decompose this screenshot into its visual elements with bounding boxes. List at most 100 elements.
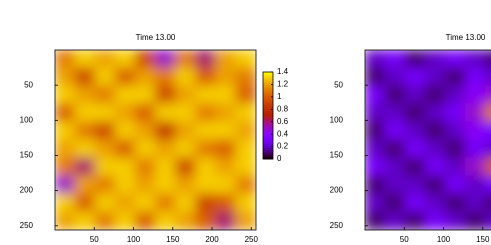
- heatmap-cell: [195, 67, 217, 87]
- plot-frame: [54, 49, 257, 231]
- heatmap-cell: [155, 157, 177, 177]
- heatmap-cell: [94, 193, 116, 213]
- heatmap-cell: [424, 67, 446, 87]
- colorbar-swatch: [263, 98, 273, 101]
- heatmap-cell: [175, 157, 197, 177]
- y-tick-label: 150: [330, 151, 344, 160]
- heatmap-cell: [424, 139, 446, 159]
- heatmap-cell: [55, 103, 76, 123]
- heatmap-cell: [94, 157, 116, 177]
- heatmap-cell: [134, 175, 156, 195]
- heatmap-cell: [444, 175, 466, 195]
- heatmap-cell: [215, 139, 237, 159]
- colorbar-swatch: [263, 122, 273, 125]
- heatmap-cell: [465, 50, 487, 69]
- heatmap-cell: [235, 175, 256, 195]
- colorbar-swatch: [263, 150, 273, 153]
- heatmap-cells: [55, 50, 256, 230]
- heatmap-cell: [235, 121, 256, 141]
- heatmap-cell: [424, 103, 446, 123]
- heatmap-cell: [444, 139, 466, 159]
- y-tick-label: 200: [20, 186, 34, 195]
- heatmap-cell: [195, 193, 217, 213]
- colorbar-swatch: [263, 95, 273, 99]
- heatmap-cell: [155, 50, 177, 69]
- heatmap-cell: [94, 85, 116, 105]
- heatmap-cell: [155, 193, 177, 213]
- heatmap-cell: [424, 175, 446, 195]
- colorbar-swatch: [263, 145, 273, 149]
- heatmap-cell: [74, 67, 96, 87]
- heatmap: [365, 50, 491, 230]
- heatmap-cell: [215, 193, 237, 213]
- heatmap-cell: [94, 67, 116, 87]
- heatmap-cell: [134, 103, 156, 123]
- colorbar-swatch: [263, 141, 273, 145]
- heatmap-cell: [384, 139, 406, 159]
- heatmap-cell: [384, 103, 406, 123]
- colorbar-swatch: [263, 148, 273, 151]
- colorbar-swatch: [263, 108, 273, 112]
- colorbar-swatch: [263, 104, 273, 108]
- colorbar-swatch: [263, 111, 273, 114]
- heatmap-cell: [235, 67, 256, 87]
- heatmap-cell: [444, 50, 466, 69]
- plot-frame: [364, 49, 491, 231]
- heatmap-cell: [134, 121, 156, 141]
- heatmap-cell: [365, 50, 386, 69]
- heatmap-cell: [365, 103, 386, 123]
- colorbar-swatch: [263, 89, 273, 93]
- colorbar-swatch: [263, 113, 273, 116]
- heatmap-cell: [465, 121, 487, 141]
- colorbar-swatch: [263, 74, 273, 77]
- heatmap-cell: [134, 85, 156, 105]
- heatmap-cell: [195, 139, 217, 159]
- heatmap-cell: [404, 211, 426, 230]
- heatmap-cell: [114, 85, 136, 105]
- heatmap-cell: [55, 67, 76, 87]
- y-tick-label: 50: [334, 80, 343, 89]
- heatmap-cell: [424, 50, 446, 69]
- heatmap-cell: [114, 121, 136, 141]
- heatmap-cell: [465, 193, 487, 213]
- colorbar-swatch: [263, 130, 273, 134]
- colorbar-swatch: [263, 93, 273, 97]
- y-tick-label: 150: [20, 151, 34, 160]
- colorbar-tick-label: 1.4: [277, 67, 289, 76]
- heatmap-cell: [114, 103, 136, 123]
- heatmap-cell: [55, 211, 76, 230]
- x-tick-label: 50: [400, 235, 409, 244]
- heatmap-cell: [134, 157, 156, 177]
- colorbar-tick-label: 0: [277, 154, 282, 163]
- colorbar-swatch: [263, 82, 273, 86]
- heatmap-cell: [155, 103, 177, 123]
- heatmap-cell: [365, 157, 386, 177]
- heatmap-cell: [404, 121, 426, 141]
- heatmap-cell: [215, 67, 237, 87]
- heatmap-cell: [465, 211, 487, 230]
- heatmap-cell: [155, 139, 177, 159]
- y-tick-label: 250: [330, 221, 344, 230]
- colorbar-swatch: [263, 85, 273, 88]
- x-tick-label: 100: [127, 235, 141, 244]
- heatmap-cell: [114, 175, 136, 195]
- heatmap-cell: [235, 139, 256, 159]
- heatmap-cell: [175, 193, 197, 213]
- heatmap-cell: [365, 175, 386, 195]
- heatmap-cell: [94, 175, 116, 195]
- heatmap-cell: [114, 211, 136, 230]
- heatmap-cell: [94, 121, 116, 141]
- heatmap-cell: [384, 50, 406, 69]
- heatmap-cell: [195, 121, 217, 141]
- heatmap-cell: [384, 157, 406, 177]
- heatmap-cell: [444, 121, 466, 141]
- colorbar-swatch: [263, 117, 273, 121]
- x-tick-label: 250: [245, 235, 259, 244]
- heatmap-cell: [114, 139, 136, 159]
- heatmap-cell: [94, 139, 116, 159]
- colorbar-swatch: [263, 91, 273, 95]
- colorbar-swatch: [263, 137, 273, 140]
- heatmap-cell: [465, 85, 487, 105]
- heatmap-cell: [55, 85, 76, 105]
